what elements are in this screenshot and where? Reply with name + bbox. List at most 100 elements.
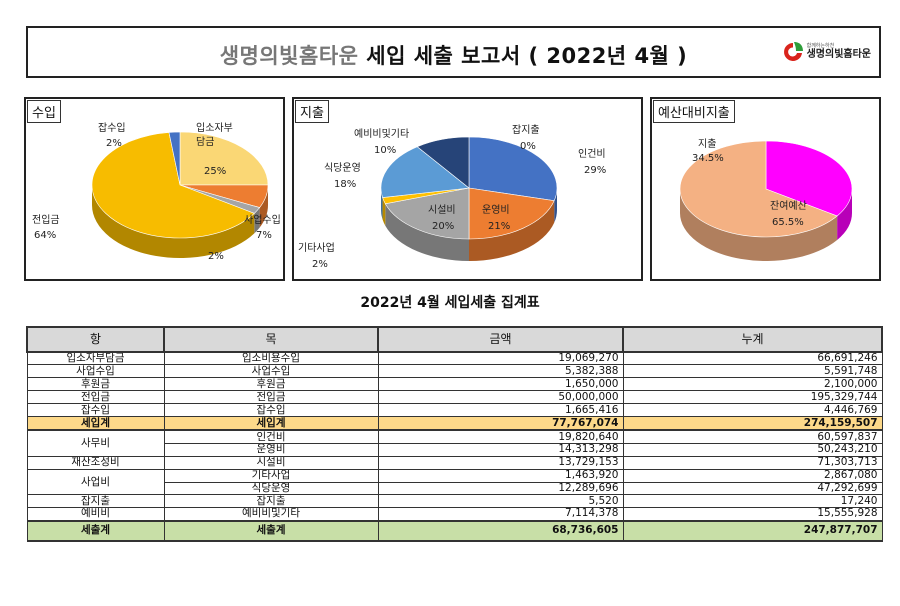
cell-amount: 14,313,298	[377, 442, 624, 457]
slice-label: 시설비	[428, 204, 456, 216]
slice-percent-label: 18%	[334, 179, 356, 190]
income-chart-panel: 입소자부 담금 25% 사업수입 7% 2% 전입금 64% 잡수입 2% 수입	[24, 97, 285, 281]
cell-amount: 7,114,378	[377, 507, 624, 522]
summary-table-title: 2022년 4월 세입세출 집계표	[360, 295, 540, 311]
table-row: 입소자부담금 입소비용수입 19,069,270 66,691,246	[26, 351, 883, 366]
expense-pie-chart: 인건비 29% 운영비 21% 시설비 20% 기타사업 2% 식당운영 18% 예비비및기타 10%…	[298, 124, 606, 270]
pie-slice-side	[254, 207, 260, 234]
cell-mok: 식당운영	[163, 481, 379, 496]
table-row: 잡지출 잡지출 5,520 17,240	[26, 494, 883, 509]
cell-mok: 입소비용수입	[163, 351, 379, 366]
cell-hang: 세입계	[26, 415, 165, 431]
cell-mok: 잡지출	[163, 494, 379, 509]
cell-amount: 12,289,696	[377, 481, 624, 496]
slice-label: 입소자부	[196, 121, 233, 134]
slice-label: 잡지출	[512, 124, 540, 136]
cell-total: 274,159,507	[622, 415, 883, 431]
expense-chart-label: 지출	[295, 100, 329, 123]
cell-mok: 전입금	[163, 390, 379, 405]
pie-slice	[91, 132, 255, 239]
pie-slice	[468, 136, 558, 202]
pie-slice	[416, 136, 470, 189]
summary-table: 항 목 금액 누계 입소자부담금 입소비용수입 19,069,270 66,69…	[26, 326, 883, 542]
table-row: 사무비 인건비 19,820,640 60,597,837	[26, 429, 883, 457]
table-row: 잡수입 잡수입 1,665,416 4,446,769	[26, 403, 883, 417]
logo-name: 생명의빛홈타운	[806, 49, 871, 60]
header-hang: 항	[26, 326, 165, 353]
organization-logo: 함께하는하천 생명의빛홈타운	[782, 40, 871, 64]
cell-amount: 1,665,416	[377, 403, 624, 417]
slice-label: 잡수입	[98, 121, 126, 134]
budget-pie-chart: 지출 34.5% 잔여예산 65.5%	[679, 138, 853, 261]
income-subtotal-row: 세입계 세입계 77,767,074 274,159,507	[26, 415, 883, 431]
table-row: 예비비 예비비및기타 7,114,378 15,555,928	[26, 507, 883, 522]
cell-mok: 세입계	[163, 415, 379, 431]
budget-chart-label: 예산대비지출	[653, 100, 735, 123]
cell-hang: 사무비	[26, 429, 165, 457]
cell-amount: 1,463,920	[377, 468, 624, 483]
report-title-rest: 세입 세출 보고서 ( 2022년 4월 )	[366, 44, 688, 68]
org-name: 생명의빛홈타운	[219, 44, 359, 68]
pie-slice-side	[680, 189, 838, 261]
cell-amount: 50,000,000	[377, 390, 624, 405]
cell-amount: 5,382,388	[377, 364, 624, 379]
table-header-row: 항 목 금액 누계	[26, 326, 883, 353]
expense-total-row: 세출계 세출계 68,736,605 247,877,707	[26, 519, 883, 542]
cell-amount: 13,729,153	[377, 455, 624, 470]
slice-percent-label: 25%	[204, 166, 226, 177]
expense-chart-panel: 인건비 29% 운영비 21% 시설비 20% 기타사업 2% 식당운영 18% 예비비및기타 10%…	[292, 97, 643, 281]
slice-label: 식당운영	[324, 162, 361, 174]
slice-label: 예비비및기타	[354, 128, 409, 140]
cell-total: 5,591,748	[622, 364, 883, 379]
cell-total: 17,240	[622, 494, 883, 509]
cell-hang: 전입금	[26, 390, 165, 405]
header-total: 누계	[622, 326, 883, 353]
report-title: 생명의빛홈타운 세입 세출 보고서 ( 2022년 4월 )	[28, 40, 879, 70]
cell-amount: 5,520	[377, 494, 624, 509]
slice-percent-label: 2%	[312, 259, 328, 270]
income-chart-label: 수입	[27, 100, 61, 123]
pie-slice	[168, 131, 181, 186]
cell-hang: 사업수입	[26, 364, 165, 379]
cell-hang: 예비비	[26, 507, 165, 522]
cell-hang: 후원금	[26, 377, 165, 392]
slice-percent-label: 10%	[374, 145, 396, 156]
report-title-box: 생명의빛홈타운 세입 세출 보고서 ( 2022년 4월 ) 함께하는하천 생명…	[26, 26, 881, 78]
cell-total: 4,446,769	[622, 403, 883, 417]
pie-slice	[380, 146, 470, 198]
slice-label: 전입금	[32, 213, 60, 226]
slice-percent-label: 29%	[584, 165, 606, 176]
slice-label: 운영비	[482, 204, 510, 216]
slice-percent-label: 20%	[432, 221, 454, 232]
cell-mok: 잡수입	[163, 403, 379, 417]
cell-mok: 후원금	[163, 377, 379, 392]
cell-total: 2,100,000	[622, 377, 883, 392]
cell-total: 60,597,837	[622, 429, 883, 444]
slice-percent-label: 65.5%	[772, 217, 804, 228]
cell-total: 47,292,699	[622, 481, 883, 496]
budget-chart-panel: 지출 34.5% 잔여예산 65.5% 예산대비지출	[650, 97, 881, 281]
pie-slice-side	[837, 189, 852, 240]
slice-label: 인건비	[578, 148, 606, 160]
cell-hang: 재산조성비	[26, 455, 165, 470]
cell-hang: 잡수입	[26, 403, 165, 417]
pie-slice	[679, 140, 838, 238]
slice-percent-label: 21%	[488, 221, 510, 232]
slice-label: 지출	[698, 138, 716, 150]
slice-percent-label: 2%	[208, 251, 224, 262]
slice-label: 기타사업	[298, 241, 335, 254]
header-amount: 금액	[377, 326, 624, 353]
cell-amount: 19,069,270	[377, 351, 624, 366]
pie-slice-side	[92, 185, 255, 258]
cell-total: 195,329,744	[622, 390, 883, 405]
cell-mok: 예비비및기타	[163, 507, 379, 522]
pie-slice-side	[554, 188, 557, 223]
cell-total: 71,303,713	[622, 455, 883, 470]
pie-slice	[384, 187, 470, 240]
cell-mok: 운영비	[163, 442, 379, 457]
cell-total: 247,877,707	[622, 519, 883, 542]
table-row: 사업비 기타사업 1,463,920 2,867,080	[26, 468, 883, 496]
slice-percent-label: 64%	[34, 230, 56, 241]
logo-mark-icon	[783, 42, 803, 61]
cell-amount: 19,820,640	[377, 429, 624, 444]
